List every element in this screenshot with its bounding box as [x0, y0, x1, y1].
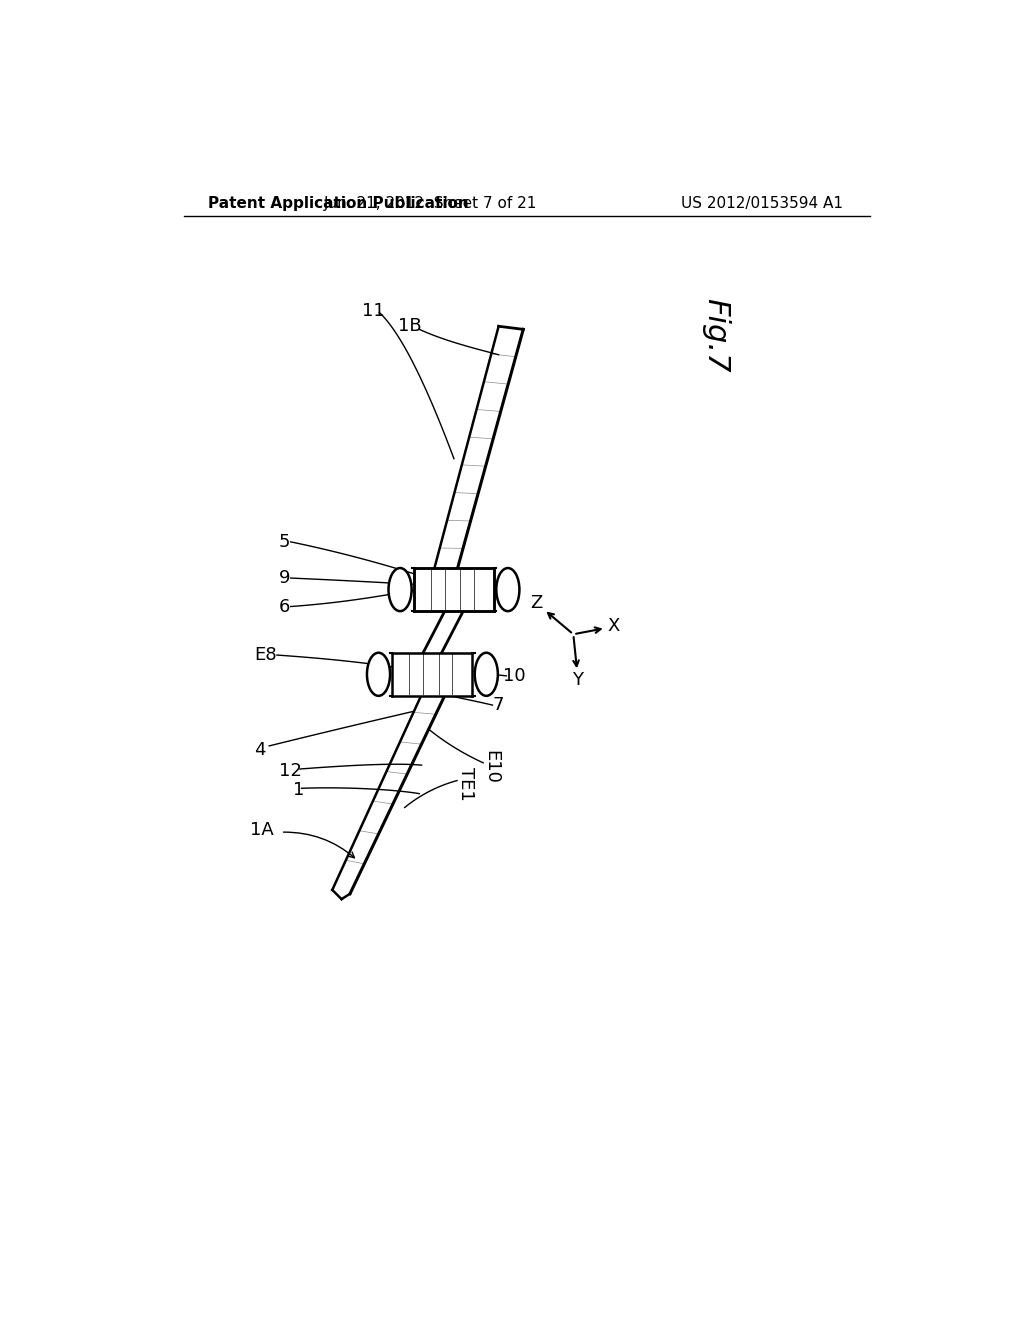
- Text: E8: E8: [254, 645, 276, 664]
- Text: 5: 5: [279, 533, 291, 550]
- Text: US 2012/0153594 A1: US 2012/0153594 A1: [681, 195, 843, 211]
- Text: 6: 6: [279, 598, 290, 615]
- Text: 1B: 1B: [398, 317, 422, 335]
- Text: Patent Application Publication: Patent Application Publication: [208, 195, 468, 211]
- Text: 1: 1: [293, 781, 304, 799]
- Text: 4: 4: [254, 741, 265, 759]
- Text: 12: 12: [280, 763, 302, 780]
- Ellipse shape: [367, 653, 390, 696]
- Text: 10: 10: [503, 667, 525, 685]
- Text: E10: E10: [482, 750, 500, 784]
- Ellipse shape: [497, 568, 519, 611]
- Ellipse shape: [475, 653, 498, 696]
- Text: 1A: 1A: [250, 821, 273, 838]
- Text: TE1: TE1: [457, 767, 474, 800]
- Text: 9: 9: [279, 569, 291, 587]
- Bar: [392, 653, 472, 696]
- Ellipse shape: [388, 568, 412, 611]
- Text: 11: 11: [361, 302, 384, 319]
- Text: Z: Z: [530, 594, 543, 612]
- Text: 7: 7: [493, 696, 505, 714]
- Bar: [444, 611, 463, 653]
- Text: X: X: [607, 616, 620, 635]
- Text: Jun. 21, 2012  Sheet 7 of 21: Jun. 21, 2012 Sheet 7 of 21: [325, 195, 538, 211]
- Bar: [414, 568, 494, 611]
- Text: Fig.7: Fig.7: [701, 298, 730, 372]
- Text: Y: Y: [571, 672, 583, 689]
